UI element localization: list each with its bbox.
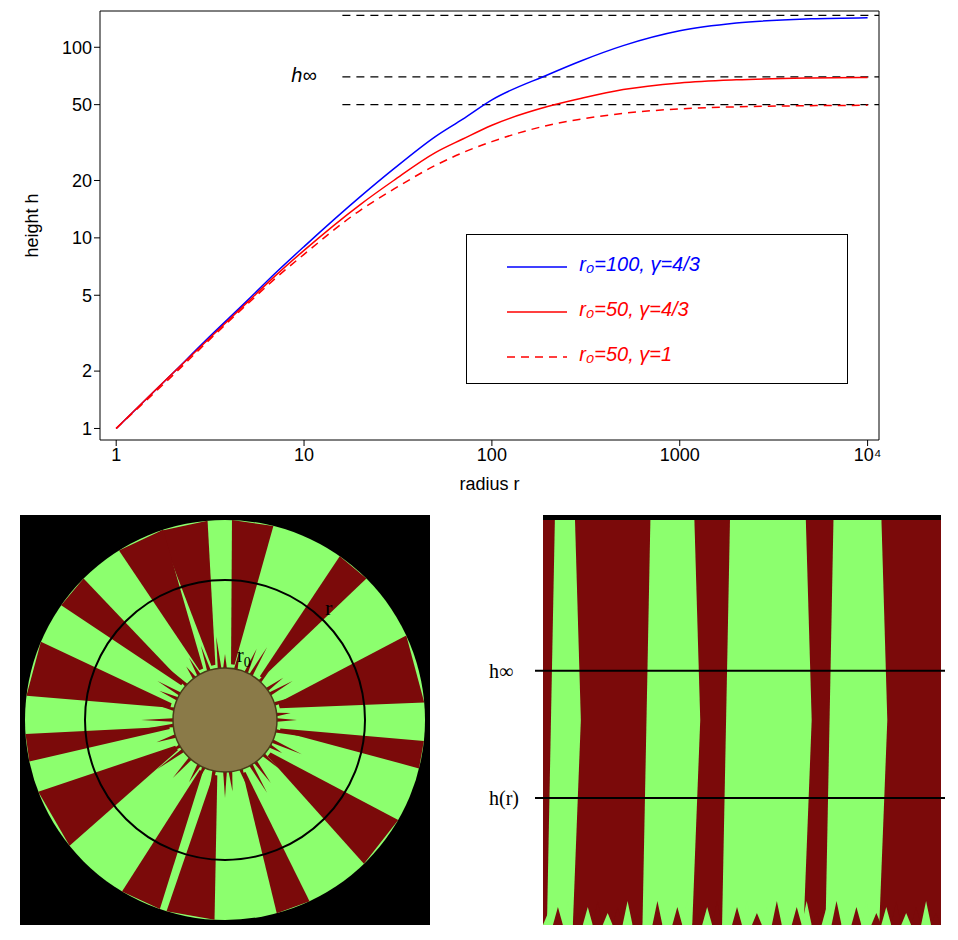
svg-text:5: 5: [82, 286, 92, 306]
svg-text:height h: height h: [22, 193, 42, 257]
svg-text:h∞: h∞: [489, 660, 513, 682]
svg-text:r: r: [325, 595, 333, 620]
svg-text:radius r: radius r: [459, 474, 519, 494]
html-text:r₀=50, γ=4/3: r₀=50, γ=4/3: [579, 297, 689, 320]
svg-text:10: 10: [72, 228, 92, 248]
svg-text:h(r): h(r): [489, 787, 519, 810]
svg-text:1: 1: [111, 445, 121, 465]
svg-text:10⁴: 10⁴: [854, 445, 882, 465]
svg-text:2: 2: [82, 361, 92, 381]
svg-text:1000: 1000: [660, 445, 700, 465]
svg-text:h∞: h∞: [291, 64, 316, 86]
svg-text:1: 1: [82, 419, 92, 439]
svg-text:r0: r0: [237, 644, 251, 670]
svg-text:100: 100: [62, 38, 92, 58]
svg-text:20: 20: [72, 171, 92, 191]
html-text:r₀=50, γ=1: r₀=50, γ=1: [579, 342, 673, 365]
svg-text:100: 100: [477, 445, 507, 465]
svg-text:10: 10: [294, 445, 314, 465]
html-text:r₀=100, γ=4/3: r₀=100, γ=4/3: [579, 252, 700, 275]
svg-text:50: 50: [72, 95, 92, 115]
